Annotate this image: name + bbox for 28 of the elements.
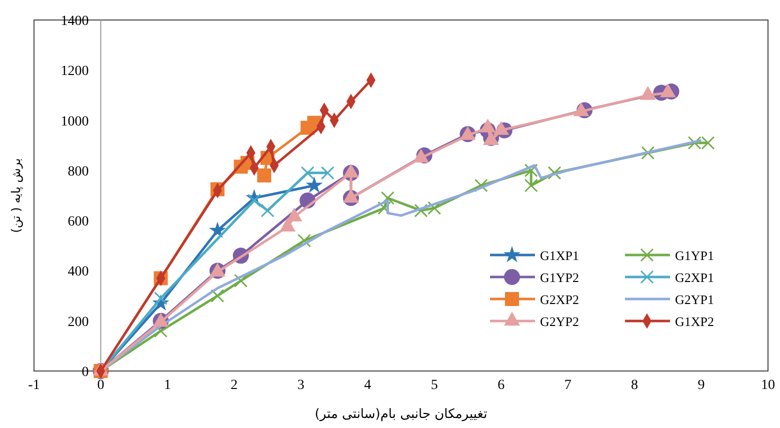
- legend-label: G1XP2: [675, 314, 714, 329]
- x-tick-label: -1: [28, 378, 40, 393]
- legend-label: G2YP2: [540, 314, 580, 329]
- x-tick-label: 5: [430, 378, 438, 393]
- y-tick-label: 1000: [60, 114, 89, 130]
- legend-label: G2YP1: [675, 292, 714, 307]
- x-tick-label: 7: [564, 378, 572, 393]
- legend-label: G2XP1: [675, 270, 714, 285]
- x-tick-label: 4: [364, 378, 372, 393]
- x-axis-title: تغییرمکان جانبی بام(سانتی متر): [314, 407, 488, 422]
- legend-label: G1XP1: [540, 248, 580, 263]
- y-tick-label: 400: [68, 264, 89, 280]
- x-tick-label: 6: [498, 378, 505, 393]
- legend-label: G2XP2: [540, 292, 580, 307]
- y-tick-label: 800: [68, 164, 89, 180]
- x-tick-label: 1: [164, 378, 171, 393]
- x-tick-label: 9: [698, 378, 705, 393]
- y-tick-label: 200: [68, 314, 89, 330]
- x-tick-label: 0: [97, 378, 104, 393]
- y-tick-label: 1200: [60, 64, 89, 80]
- x-tick-label: 2: [230, 378, 238, 393]
- x-tick-label: 3: [297, 378, 304, 393]
- y-tick-label: 600: [68, 214, 89, 230]
- x-tick-label: 10: [761, 378, 775, 393]
- legend-label: G1YP2: [540, 270, 580, 285]
- x-tick-label: 8: [631, 378, 638, 393]
- legend-label: G1YP1: [675, 248, 714, 263]
- y-axis-title: برش پایه ( تن): [9, 158, 23, 233]
